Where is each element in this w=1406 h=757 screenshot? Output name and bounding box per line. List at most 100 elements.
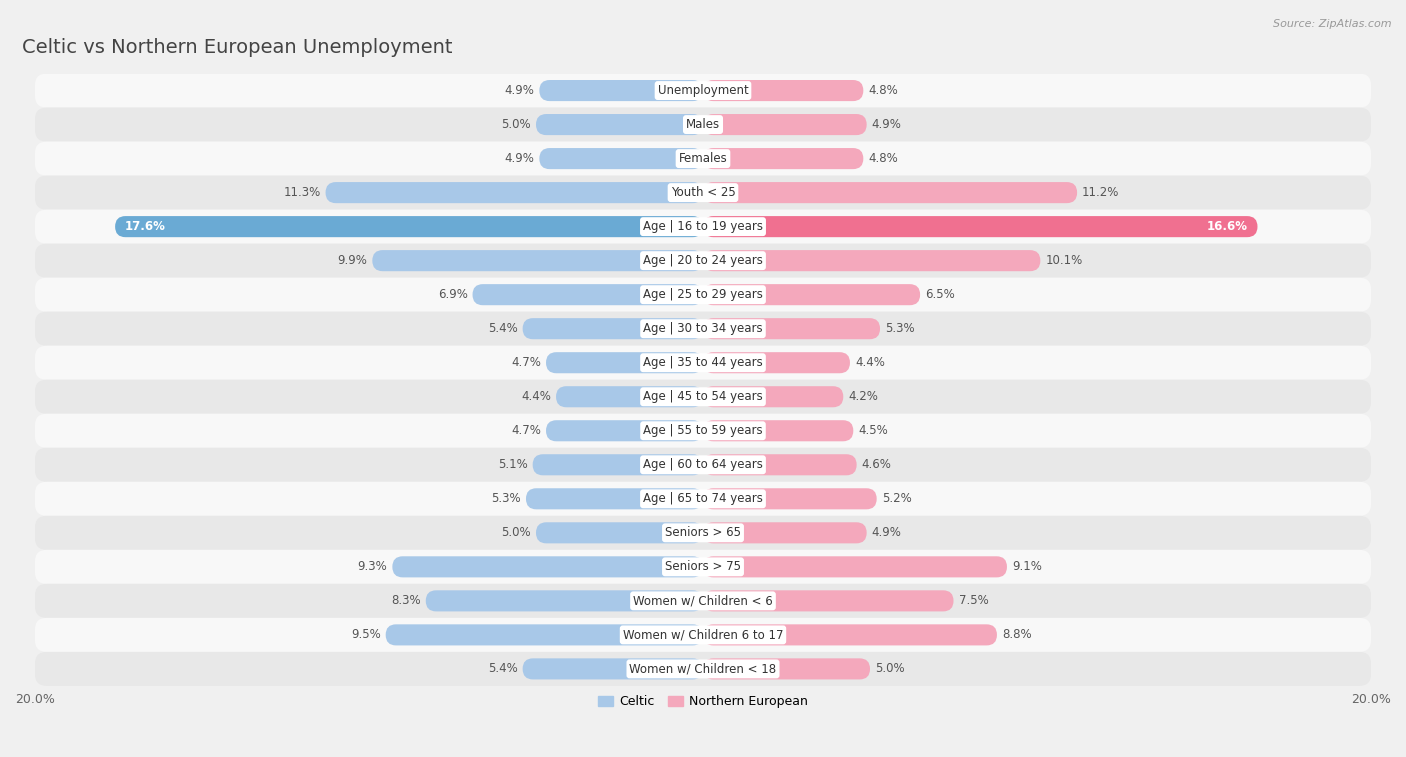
Text: 4.9%: 4.9% [505,84,534,97]
Text: 11.3%: 11.3% [283,186,321,199]
FancyBboxPatch shape [703,488,877,509]
FancyBboxPatch shape [35,380,1371,414]
FancyBboxPatch shape [35,142,1371,176]
FancyBboxPatch shape [35,481,1371,516]
Text: 5.4%: 5.4% [488,662,517,675]
FancyBboxPatch shape [540,148,703,169]
Text: Youth < 25: Youth < 25 [671,186,735,199]
FancyBboxPatch shape [326,182,703,203]
Text: 5.2%: 5.2% [882,492,911,506]
FancyBboxPatch shape [703,659,870,680]
Text: 5.3%: 5.3% [491,492,522,506]
FancyBboxPatch shape [523,659,703,680]
Text: 4.7%: 4.7% [512,424,541,438]
Text: 4.4%: 4.4% [522,391,551,403]
FancyBboxPatch shape [35,584,1371,618]
FancyBboxPatch shape [392,556,703,578]
FancyBboxPatch shape [703,284,920,305]
FancyBboxPatch shape [35,652,1371,686]
FancyBboxPatch shape [35,414,1371,448]
Text: 4.6%: 4.6% [862,458,891,472]
Text: Age | 25 to 29 years: Age | 25 to 29 years [643,288,763,301]
FancyBboxPatch shape [35,244,1371,278]
Text: 9.5%: 9.5% [352,628,381,641]
FancyBboxPatch shape [703,420,853,441]
Text: Age | 30 to 34 years: Age | 30 to 34 years [643,322,763,335]
Text: 5.3%: 5.3% [884,322,915,335]
Text: 4.4%: 4.4% [855,357,884,369]
Text: 4.8%: 4.8% [869,84,898,97]
FancyBboxPatch shape [703,352,851,373]
Text: 4.7%: 4.7% [512,357,541,369]
FancyBboxPatch shape [533,454,703,475]
Text: 4.5%: 4.5% [858,424,889,438]
FancyBboxPatch shape [526,488,703,509]
FancyBboxPatch shape [426,590,703,612]
FancyBboxPatch shape [472,284,703,305]
Text: Age | 45 to 54 years: Age | 45 to 54 years [643,391,763,403]
Text: Age | 60 to 64 years: Age | 60 to 64 years [643,458,763,472]
FancyBboxPatch shape [35,73,1371,107]
FancyBboxPatch shape [703,80,863,101]
FancyBboxPatch shape [546,420,703,441]
Text: 9.3%: 9.3% [357,560,387,573]
Text: 5.0%: 5.0% [502,118,531,131]
Text: Age | 16 to 19 years: Age | 16 to 19 years [643,220,763,233]
Text: Age | 35 to 44 years: Age | 35 to 44 years [643,357,763,369]
Text: 6.9%: 6.9% [437,288,468,301]
Text: 8.8%: 8.8% [1002,628,1032,641]
Text: 6.5%: 6.5% [925,288,955,301]
FancyBboxPatch shape [35,176,1371,210]
FancyBboxPatch shape [35,210,1371,244]
Text: Women w/ Children 6 to 17: Women w/ Children 6 to 17 [623,628,783,641]
Text: Women w/ Children < 6: Women w/ Children < 6 [633,594,773,607]
Text: 5.4%: 5.4% [488,322,517,335]
FancyBboxPatch shape [703,114,866,135]
FancyBboxPatch shape [523,318,703,339]
Text: 16.6%: 16.6% [1206,220,1247,233]
Text: Females: Females [679,152,727,165]
FancyBboxPatch shape [536,522,703,544]
FancyBboxPatch shape [35,346,1371,380]
Text: 5.0%: 5.0% [875,662,904,675]
Text: Celtic vs Northern European Unemployment: Celtic vs Northern European Unemployment [21,38,453,57]
FancyBboxPatch shape [703,250,1040,271]
FancyBboxPatch shape [536,114,703,135]
Text: 4.9%: 4.9% [872,526,901,539]
FancyBboxPatch shape [373,250,703,271]
FancyBboxPatch shape [703,454,856,475]
FancyBboxPatch shape [703,216,1257,237]
Text: Seniors > 75: Seniors > 75 [665,560,741,573]
FancyBboxPatch shape [35,516,1371,550]
FancyBboxPatch shape [703,318,880,339]
FancyBboxPatch shape [703,556,1007,578]
FancyBboxPatch shape [703,625,997,646]
Text: Age | 20 to 24 years: Age | 20 to 24 years [643,254,763,267]
Text: 17.6%: 17.6% [125,220,166,233]
FancyBboxPatch shape [35,312,1371,346]
FancyBboxPatch shape [555,386,703,407]
Text: Women w/ Children < 18: Women w/ Children < 18 [630,662,776,675]
Text: 9.1%: 9.1% [1012,560,1042,573]
Text: Unemployment: Unemployment [658,84,748,97]
Text: Males: Males [686,118,720,131]
FancyBboxPatch shape [703,522,866,544]
FancyBboxPatch shape [540,80,703,101]
Text: Age | 65 to 74 years: Age | 65 to 74 years [643,492,763,506]
Text: 11.2%: 11.2% [1083,186,1119,199]
Legend: Celtic, Northern European: Celtic, Northern European [593,690,813,713]
FancyBboxPatch shape [35,550,1371,584]
FancyBboxPatch shape [385,625,703,646]
Text: Seniors > 65: Seniors > 65 [665,526,741,539]
FancyBboxPatch shape [35,278,1371,312]
FancyBboxPatch shape [35,107,1371,142]
FancyBboxPatch shape [115,216,703,237]
FancyBboxPatch shape [703,148,863,169]
Text: 10.1%: 10.1% [1046,254,1083,267]
Text: 5.1%: 5.1% [498,458,527,472]
FancyBboxPatch shape [35,618,1371,652]
Text: 4.9%: 4.9% [872,118,901,131]
Text: Source: ZipAtlas.com: Source: ZipAtlas.com [1274,19,1392,29]
FancyBboxPatch shape [703,386,844,407]
Text: 4.2%: 4.2% [848,391,879,403]
